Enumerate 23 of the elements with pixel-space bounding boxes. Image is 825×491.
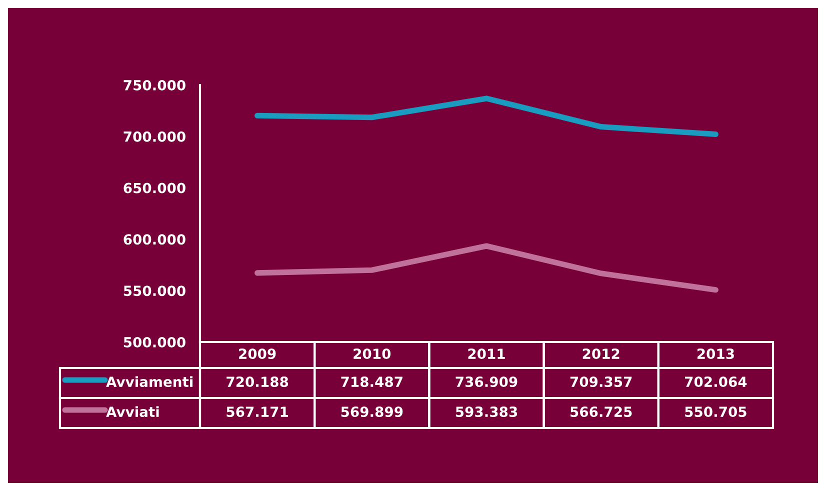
x-tick-label: 2012 <box>582 348 620 360</box>
data-label: 720.188 <box>226 376 288 388</box>
x-tick-label: 2010 <box>354 348 391 360</box>
data-label: 709.357 <box>570 376 632 388</box>
data-label: 736.909 <box>456 376 518 388</box>
legend-label: Avviamenti <box>106 376 192 388</box>
legend-label: Avviati <box>106 406 159 418</box>
y-tick-label: 750.000 <box>124 80 186 90</box>
data-label: 702.064 <box>685 376 747 388</box>
x-tick-label: 2013 <box>697 348 734 360</box>
y-tick-label: 700.000 <box>124 131 186 142</box>
data-label: 569.899 <box>341 406 403 418</box>
y-tick-label: 500.000 <box>124 336 186 348</box>
data-label: 593.383 <box>456 406 518 418</box>
y-tick-label: 600.000 <box>124 234 186 245</box>
data-label: 550.705 <box>685 406 746 418</box>
x-tick-label: 2011 <box>468 348 505 360</box>
x-tick-label: 2009 <box>239 348 276 360</box>
data-label: 718.487 <box>341 376 402 388</box>
y-tick-label: 650.000 <box>124 182 186 194</box>
data-label: 566.725 <box>570 406 632 418</box>
y-tick-label: 550.000 <box>124 286 186 296</box>
data-label: 567.171 <box>226 406 288 418</box>
